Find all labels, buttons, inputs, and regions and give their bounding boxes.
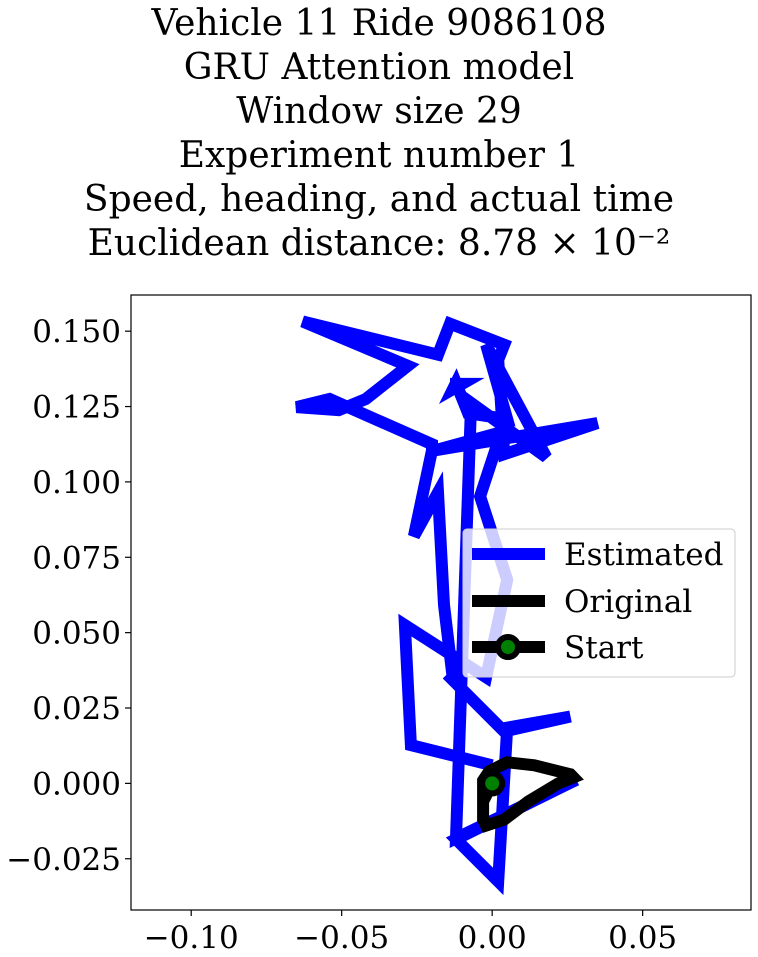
legend-label-original: Original [564, 584, 692, 620]
plot-frame [130, 294, 752, 911]
legend-start-marker [495, 634, 521, 660]
chart-title: Vehicle 11 Ride 9086108 GRU Attention mo… [0, 2, 758, 266]
y-tick-label: −0.025 [6, 842, 121, 878]
y-tick-label: 0.000 [32, 766, 121, 802]
x-tick-label: 0.05 [608, 920, 677, 956]
x-axis: −0.10 −0.05 0.00 0.05 [144, 910, 677, 956]
y-tick-label: 0.025 [32, 691, 121, 727]
title-line-1: Vehicle 11 Ride 9086108 [151, 3, 607, 44]
y-tick-label: 0.125 [32, 390, 121, 426]
title-line-5: Speed, heading, and actual time [83, 179, 675, 220]
legend-box [462, 528, 736, 678]
title-line-4: Experiment number 1 [178, 135, 580, 176]
y-tick-label: 0.100 [32, 465, 121, 501]
title-line-6: Euclidean distance: 8.78 × 10⁻² [87, 223, 671, 264]
series-estimated-line [295, 315, 600, 896]
x-tick-label: −0.10 [144, 920, 239, 956]
x-tick-label: 0.00 [458, 920, 527, 956]
y-axis: 0.150 0.125 0.100 0.075 0.050 0.025 0.000 −0.02… [6, 314, 131, 878]
title-line-3: Window size 29 [236, 91, 522, 132]
start-marker [479, 770, 506, 797]
x-tick-label: −0.05 [294, 920, 389, 956]
legend-label-estimated: Estimated [564, 537, 723, 573]
y-tick-label: 0.050 [32, 616, 121, 652]
title-line-2: GRU Attention model [183, 47, 575, 88]
y-tick-label: 0.075 [32, 540, 121, 576]
y-tick-label: 0.150 [32, 314, 121, 350]
legend: Estimated Original Start [462, 528, 736, 678]
legend-label-start: Start [564, 630, 644, 666]
